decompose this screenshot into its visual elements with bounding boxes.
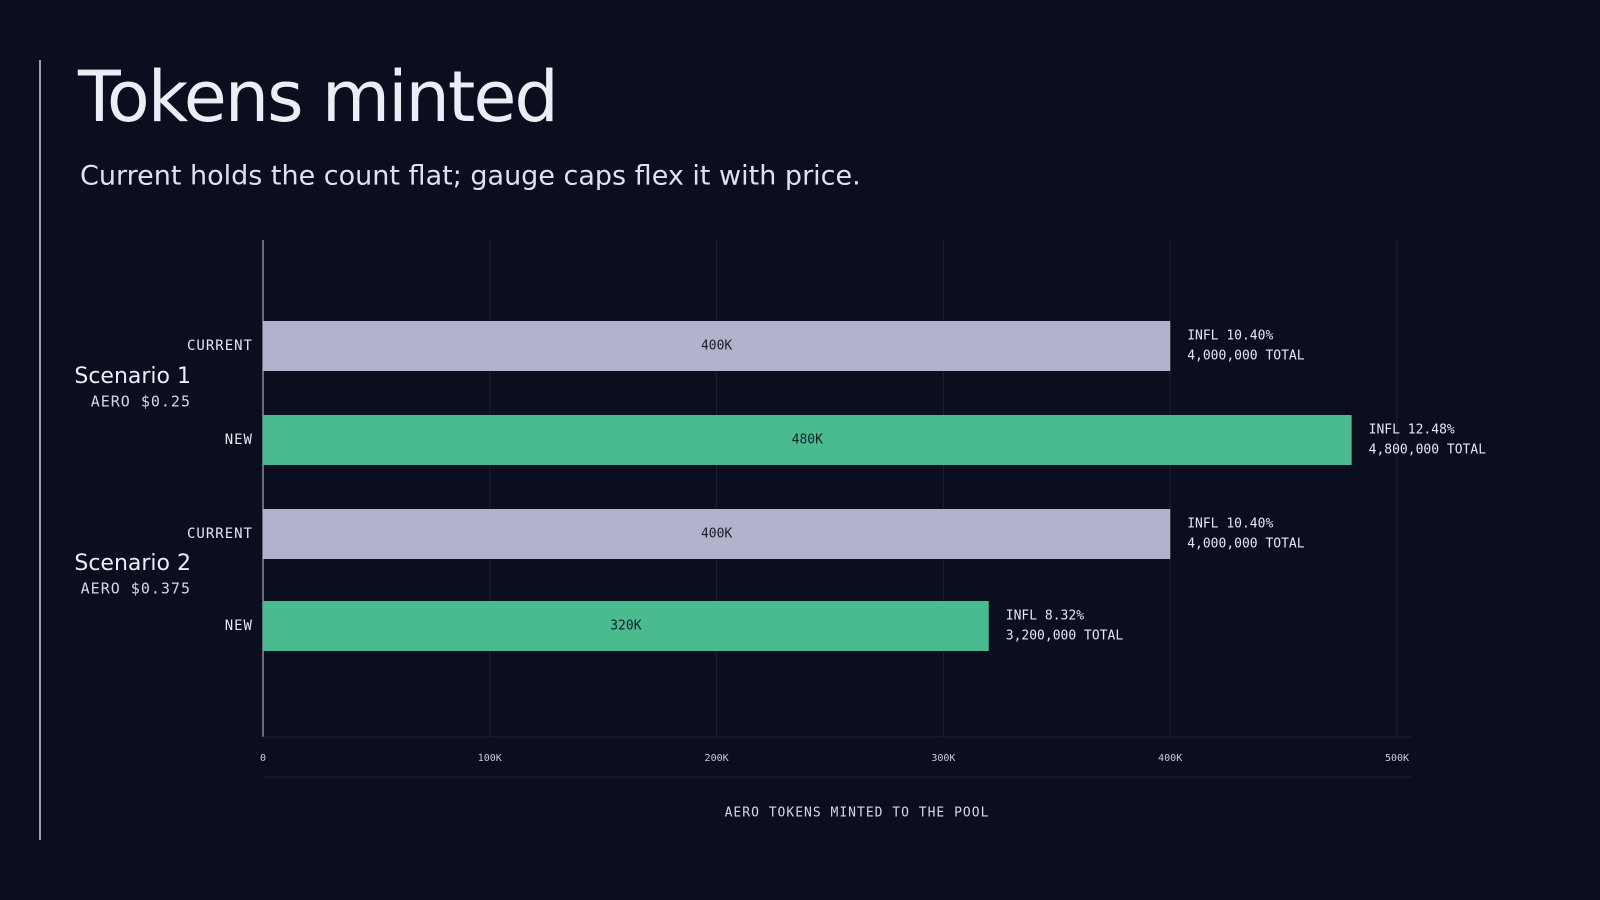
bar-annotation: INFL 10.40% [1187, 329, 1273, 344]
y-tick-label: NEW [225, 432, 253, 448]
bar-annotation: 4,000,000 TOTAL [1187, 349, 1305, 364]
bar-annotation: 4,800,000 TOTAL [1369, 443, 1487, 458]
bar [263, 601, 989, 651]
chart-subtitle: Current holds the count flat; gauge caps… [80, 161, 861, 192]
bar-value-label: 400K [701, 339, 732, 354]
bar-annotation: INFL 12.48% [1369, 423, 1455, 438]
x-tick-label: 100K [478, 753, 502, 764]
bar [263, 415, 1352, 465]
x-axis-label: AERO TOKENS MINTED TO THE POOL [725, 806, 990, 821]
chart-title: Tokens minted [77, 56, 557, 138]
x-tick-label: 400K [1158, 753, 1182, 764]
group-label: Scenario 2 [74, 551, 191, 576]
group-label: Scenario 1 [74, 364, 191, 389]
bar [263, 509, 1171, 559]
y-tick-label: CURRENT [187, 526, 253, 542]
bar [263, 321, 1171, 371]
x-tick-label: 300K [931, 753, 955, 764]
group-note: AERO $0.375 [81, 580, 191, 598]
x-tick-label: 0 [260, 753, 266, 764]
bar-value-label: 480K [792, 433, 823, 448]
bar-value-label: 400K [701, 527, 732, 542]
bar-value-label: 320K [610, 619, 641, 634]
y-tick-label: CURRENT [187, 338, 253, 354]
bar-annotation: 3,200,000 TOTAL [1006, 629, 1124, 644]
bar-annotation: 4,000,000 TOTAL [1187, 537, 1305, 552]
x-tick-label: 200K [705, 753, 729, 764]
group-note: AERO $0.25 [91, 393, 191, 411]
y-tick-label: NEW [225, 618, 253, 634]
bar-annotation: INFL 10.40% [1187, 517, 1273, 532]
x-tick-label: 500K [1385, 753, 1409, 764]
bar-annotation: INFL 8.32% [1006, 609, 1084, 624]
